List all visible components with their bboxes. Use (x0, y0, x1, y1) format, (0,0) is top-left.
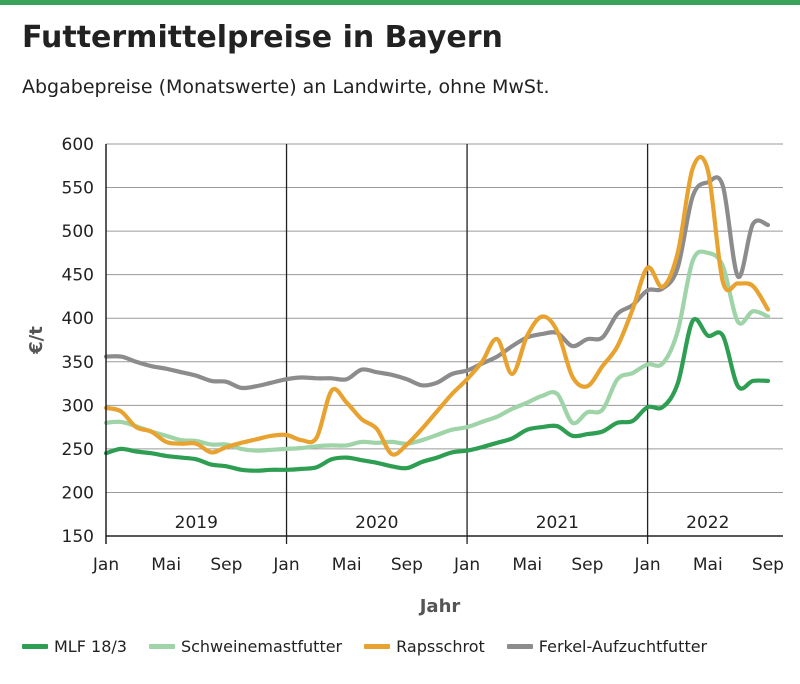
legend-label-rapsschrot: Rapsschrot (396, 636, 485, 656)
legend-label-mlf: MLF 18/3 (54, 636, 127, 656)
y-tick-label-550: 550 (62, 179, 94, 199)
y-axis-label: €/t (26, 326, 47, 355)
year-label-2021: 2021 (536, 513, 579, 533)
x-tick-label-2019-05: Mai (151, 555, 181, 575)
x-tick-label-2020-01: Jan (272, 555, 299, 575)
legend-label-schweinemastfutter: Schweinemastfutter (180, 636, 343, 656)
legend-label-ferkel-aufzuchtfutter: Ferkel-Aufzuchtfutter (538, 636, 708, 656)
x-tick-label-2022-09: Sep (752, 555, 784, 575)
series-lines (103, 154, 771, 473)
legend: MLF 18/3 Schweinemastfutter Rapsschrot F… (22, 634, 792, 658)
year-label-2022: 2022 (686, 513, 729, 533)
x-tick-label-2021-09: Sep (571, 555, 603, 575)
y-tick-label-450: 450 (62, 266, 94, 286)
x-tick-label-2021-05: Mai (512, 555, 542, 575)
y-tick-label-250: 250 (62, 440, 94, 460)
legend-swatch-schweinemastfutter (148, 643, 175, 649)
legend-item-schweinemastfutter: Schweinemastfutter (148, 636, 343, 656)
x-tick-label-2022-05: Mai (693, 555, 723, 575)
legend-swatch-ferkel-aufzuchtfutter (506, 643, 533, 649)
y-tick-label-300: 300 (62, 396, 94, 416)
axes (105, 144, 783, 544)
y-tick-label-200: 200 (62, 483, 94, 503)
x-tick-label-2022-01: Jan (633, 555, 660, 575)
y-tick-label-350: 350 (62, 353, 94, 373)
line-chart: 150 200 250 300 350 400 450 500 550 600 Jan Mai Sep… (26, 135, 784, 617)
x-axis-label: Jahr (418, 596, 461, 617)
chart-subtitle: Abgabepreise (Monatswerte) an Landwirte,… (22, 76, 550, 98)
series-line-rapsschrot (103, 154, 771, 457)
y-tick-label-150: 150 (62, 527, 94, 547)
legend-item-rapsschrot: Rapsschrot (364, 637, 485, 656)
chart-title: Futtermittelpreise in Bayern (22, 20, 503, 55)
legend-item-ferkel-aufzuchtfutter: Ferkel-Aufzuchtfutter (506, 636, 708, 656)
grid-lines (106, 143, 783, 493)
y-tick-label-600: 600 (62, 135, 94, 155)
year-dividers (285, 144, 649, 544)
x-tick-label-2019-01: Jan (92, 555, 119, 575)
x-tick-label-2021-01: Jan (453, 555, 480, 575)
series-line-schweinemastfutter (103, 249, 771, 453)
legend-swatch-mlf (22, 643, 48, 649)
x-tick-label-2020-05: Mai (332, 555, 362, 575)
x-tick-labels: Jan Mai Sep Jan Mai Sep Jan Mai Sep Jan Mai Sep (92, 555, 784, 575)
top-accent-bar (0, 0, 800, 5)
x-tick-label-2019-09: Sep (210, 555, 242, 575)
y-tick-label-400: 400 (62, 309, 94, 329)
year-labels: 2019 2020 2021 2022 (175, 513, 730, 533)
year-label-2020: 2020 (355, 513, 398, 533)
x-tick-label-2020-09: Sep (391, 555, 423, 575)
y-tick-labels: 150 200 250 300 350 400 450 500 550 600 (62, 135, 94, 547)
legend-swatch-rapsschrot (364, 643, 391, 649)
year-label-2019: 2019 (175, 513, 218, 533)
y-tick-label-500: 500 (62, 222, 94, 242)
legend-item-mlf: MLF 18/3 (22, 637, 127, 656)
series-line-mlf-18-3 (103, 316, 771, 473)
